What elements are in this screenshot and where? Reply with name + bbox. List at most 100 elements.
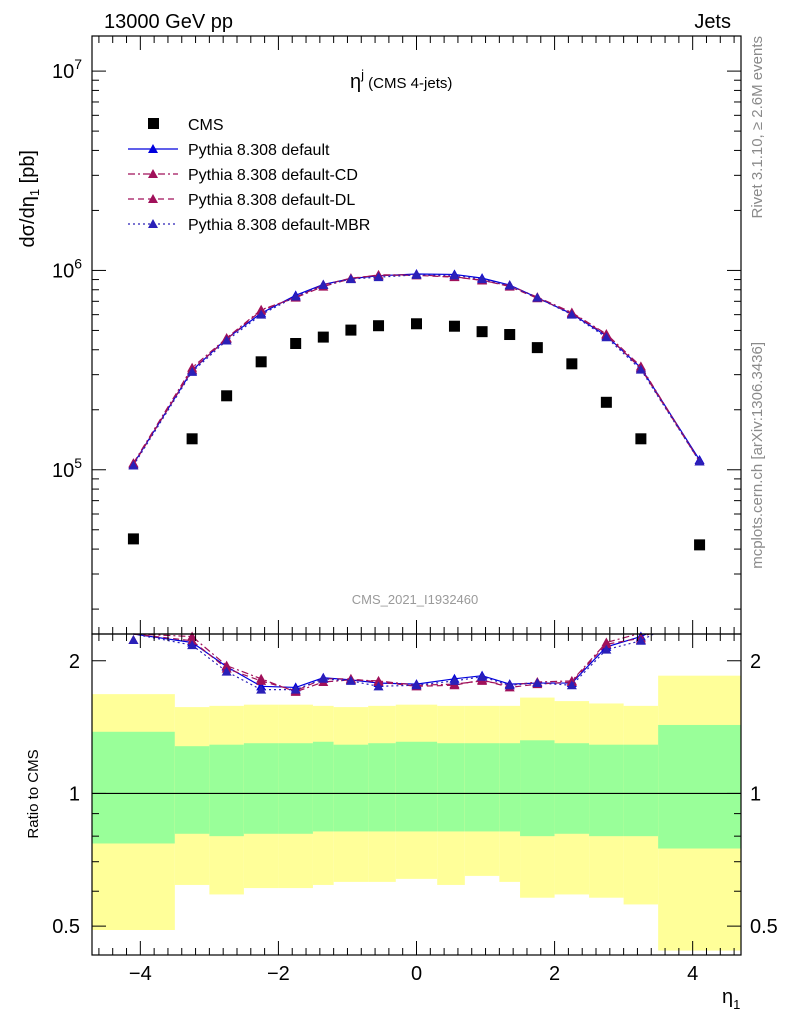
side-label-bottom: mcplots.cern.ch [arXiv:1306.3436] — [749, 342, 766, 569]
ratio-series-line — [133, 633, 647, 689]
series-line — [132, 274, 701, 466]
data-point-cms — [345, 324, 357, 336]
data-point-cms — [221, 390, 233, 402]
ratio-ylabel: Ratio to CMS — [25, 749, 42, 838]
ratio-data — [128, 631, 654, 696]
ratio-point-triangle — [221, 666, 232, 676]
data-point-cms — [531, 342, 543, 354]
inner-uncertainty-band — [623, 744, 659, 837]
legend-marker-square — [148, 118, 159, 129]
ratio-point-triangle — [411, 680, 422, 690]
data-point-triangle — [635, 364, 646, 374]
ratio-point-triangle — [290, 684, 301, 694]
ratio-y-tick-label-right: 1 — [750, 783, 761, 805]
ratio-point-triangle — [477, 671, 488, 681]
y-tick-label: 107 — [52, 56, 82, 83]
data-point-cms — [448, 320, 460, 332]
data-point-triangle — [477, 274, 488, 284]
inner-uncertainty-band — [554, 743, 590, 834]
ratio-series-line — [133, 633, 654, 691]
data-point-triangle — [290, 291, 301, 301]
data-point-triangle — [449, 270, 460, 280]
data-point-cms — [635, 433, 647, 445]
inner-uncertainty-band — [278, 743, 313, 834]
data-point-triangle — [694, 456, 705, 466]
header-right: Jets — [694, 11, 731, 33]
ratio-point-triangle — [532, 678, 543, 688]
inner-uncertainty-band — [395, 741, 438, 832]
series-line — [132, 274, 701, 464]
ratio-point-triangle — [504, 680, 515, 690]
ratio-point-triangle — [345, 675, 356, 685]
y-tick-label: 105 — [52, 455, 82, 482]
inner-uncertainty-band — [333, 744, 369, 832]
legend-label: Pythia 8.308 default-MBR — [188, 217, 370, 234]
data-point-cms — [317, 331, 329, 343]
inner-uncertainty-band — [209, 744, 244, 837]
legend-marker-triangle — [148, 144, 158, 153]
ylabel-unit: [pb] — [17, 150, 39, 189]
ratio-point-triangle — [449, 675, 460, 685]
data-point-cms — [255, 356, 267, 368]
ratio-point-triangle — [601, 639, 612, 649]
legend-label: Pythia 8.308 default-DL — [188, 192, 355, 209]
inner-uncertainty-band — [658, 724, 741, 849]
legend-label: Pythia 8.308 default-CD — [188, 167, 358, 184]
data-point-triangle — [128, 460, 139, 470]
inner-uncertainty-band — [174, 746, 210, 834]
ratio-y-tick-label-right: 2 — [750, 651, 761, 673]
data-point-cms — [186, 433, 198, 445]
ylabel-sub: 1 — [27, 189, 42, 196]
ratio-point-triangle — [566, 680, 577, 690]
data-point-triangle — [601, 332, 612, 342]
inner-uncertainty-band — [368, 743, 396, 832]
inner-uncertainty-band — [499, 743, 521, 832]
title-main: η — [350, 71, 361, 93]
main-data — [127, 268, 706, 551]
data-point-triangle — [256, 309, 267, 319]
ylabel-main: dσ/dη — [17, 196, 39, 247]
axes: 105 106 107 −4 −2 0 2 4 0.5 0.5 1 1 2 2 — [52, 35, 778, 985]
ratio-y-tick-label-right: 0.5 — [750, 916, 778, 938]
ratio-y-tick-label-left: 1 — [69, 783, 80, 805]
series-line — [132, 274, 701, 466]
data-point-cms — [411, 318, 422, 330]
inner-uncertainty-band — [437, 743, 465, 832]
x-tick-label: 4 — [687, 963, 698, 985]
header-left: 13000 GeV pp — [104, 11, 233, 33]
inner-uncertainty-band — [312, 741, 334, 832]
data-point-cms — [600, 396, 612, 408]
data-point-triangle — [532, 292, 543, 302]
legend-marker-triangle — [148, 169, 158, 178]
inner-uncertainty-band — [243, 743, 279, 834]
inner-uncertainty-band — [589, 744, 624, 837]
data-point-cms — [476, 326, 488, 338]
data-point-cms — [127, 533, 139, 545]
legend-label: CMS — [188, 117, 224, 134]
ratio-point-triangle — [256, 684, 267, 694]
main-title: ηj (CMS 4-jets) — [350, 67, 452, 93]
title-rest: (CMS 4-jets) — [364, 75, 452, 92]
data-point-triangle — [318, 280, 329, 290]
data-point-cms — [373, 320, 385, 332]
data-point-cms — [694, 539, 706, 551]
ratio-series-line — [133, 633, 650, 692]
data-point-triangle — [187, 366, 198, 376]
x-tick-label: −4 — [129, 963, 152, 985]
ratio-point-triangle — [256, 675, 267, 685]
x-axis-label: η1 — [722, 986, 740, 1012]
ratio-point-triangle — [187, 640, 198, 650]
ratio-point-triangle — [318, 673, 329, 683]
legend-marker-triangle — [148, 219, 158, 228]
inner-uncertainty-band — [92, 731, 175, 844]
data-point-cms — [566, 358, 578, 370]
side-label-top: Rivet 3.1.10, ≥ 2.6M events — [749, 36, 766, 219]
ratio-point-triangle — [601, 644, 612, 654]
data-point-cms — [290, 337, 302, 349]
main-ylabel: dσ/dη1 [pb] — [17, 150, 42, 247]
data-point-triangle — [345, 274, 356, 284]
ratio-y-tick-label-left: 0.5 — [52, 916, 80, 938]
ratio-bands — [92, 675, 741, 951]
